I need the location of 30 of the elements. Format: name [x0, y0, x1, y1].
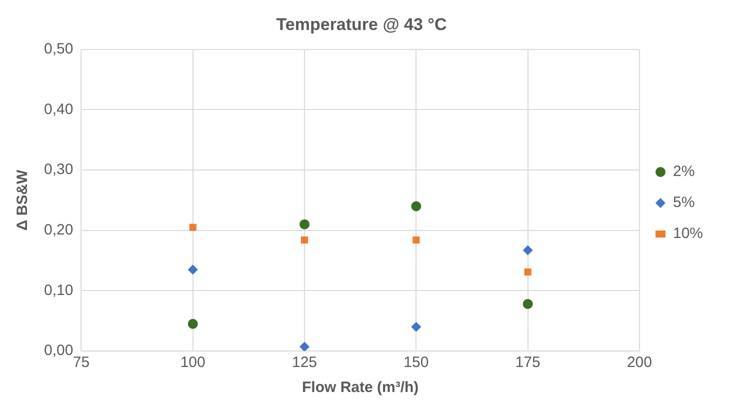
x-tick-label: 75	[72, 354, 90, 372]
point	[522, 245, 533, 256]
x-tick-label: 200	[626, 354, 652, 372]
legend-label: 10%	[672, 225, 704, 242]
y-tick-label: 0,10	[44, 282, 74, 299]
chart-title: Temperature @ 43 °C	[276, 14, 447, 34]
x-tick-label: 100	[180, 354, 206, 372]
x-tick-label: 150	[404, 354, 429, 372]
y-tick-label: 0,40	[44, 100, 74, 118]
point	[524, 268, 532, 276]
x-axis-title: Flow Rate (m³/h)	[302, 379, 419, 396]
y-tick-label: 0,50	[44, 40, 74, 58]
point	[189, 224, 196, 231]
point	[188, 318, 198, 329]
point	[300, 236, 308, 244]
point	[411, 201, 422, 212]
y-tick-label: 0,20	[44, 222, 74, 238]
y-axis-title: Δ BS&W	[14, 168, 32, 231]
x-tick-label: 175	[515, 354, 540, 372]
point	[411, 322, 422, 332]
point	[300, 219, 310, 230]
y-tick-label: 0,00	[44, 342, 74, 360]
point	[412, 236, 420, 244]
point	[522, 298, 533, 309]
legend-label: 2%	[672, 163, 695, 180]
point	[300, 342, 310, 351]
point	[188, 264, 198, 275]
legend-label: 5%	[672, 194, 695, 212]
x-tick-label: 125	[292, 354, 318, 372]
y-tick-label: 0,30	[44, 161, 74, 178]
